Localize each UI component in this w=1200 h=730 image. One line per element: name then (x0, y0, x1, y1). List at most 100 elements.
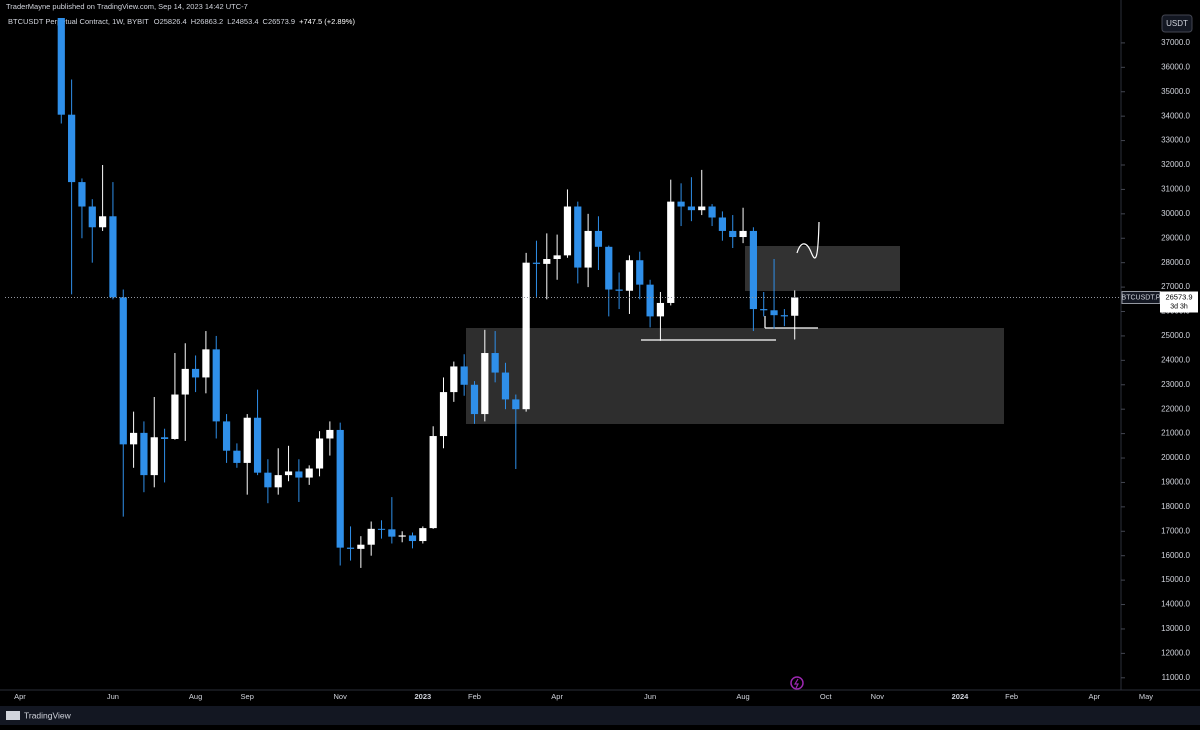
candle-body (388, 529, 396, 537)
candle-body (553, 255, 561, 260)
candle-body (687, 206, 696, 211)
candle-body (791, 297, 799, 316)
y-tick-label: 18000.0 (1161, 502, 1190, 511)
candle-body (181, 368, 189, 395)
x-tick-label: Oct (820, 692, 833, 701)
change: +747.5 (+2.89%) (299, 17, 355, 26)
candle-body (532, 262, 541, 264)
y-tick-label: 15000.0 (1161, 575, 1190, 584)
candle-body (150, 437, 158, 476)
y-tick-label: 36000.0 (1161, 62, 1190, 71)
candle-body (429, 436, 437, 529)
candle-body (160, 437, 169, 439)
path-drawing (796, 221, 820, 259)
candle-body (233, 450, 241, 463)
candle-body (419, 528, 427, 542)
publisher-line: TraderMayne published on TradingView.com… (6, 2, 248, 11)
candle-body (574, 206, 582, 268)
candle-body (88, 206, 96, 228)
y-tick-label: 22000.0 (1161, 404, 1190, 413)
y-tick-label: 12000.0 (1161, 648, 1190, 657)
candle-body (326, 429, 334, 439)
candle-body (615, 289, 623, 291)
y-tick-label: 16000.0 (1161, 551, 1190, 560)
candle-body (470, 384, 479, 415)
candle-body (491, 353, 499, 373)
y-tick-label: 37000.0 (1161, 38, 1190, 47)
candle-body (646, 284, 654, 317)
candle-body (346, 547, 355, 549)
symbol: BTCUSDT Perpetual Contract, 1W, BYBIT (8, 17, 149, 26)
x-tick-label: May (1139, 692, 1153, 701)
x-tick-label: Feb (1005, 692, 1018, 701)
y-tick-label: 13000.0 (1161, 624, 1190, 633)
candle-body (594, 230, 603, 247)
candle-body (284, 471, 293, 476)
x-tick-label: Nov (871, 692, 885, 701)
candle-body (357, 544, 365, 549)
currency-button[interactable] (1161, 14, 1193, 33)
candles (57, 18, 799, 568)
x-tick-label: Nov (334, 692, 348, 701)
y-tick-label: 33000.0 (1161, 136, 1190, 145)
candle-body (677, 201, 685, 207)
price-tag: 26573.9 (1165, 292, 1192, 301)
candle-body (212, 349, 220, 422)
drawings (466, 221, 1004, 424)
candle-body (605, 246, 613, 290)
y-tick-label: 35000.0 (1161, 87, 1190, 96)
candle-body (708, 206, 716, 218)
y-tick-label: 27000.0 (1161, 282, 1190, 291)
candle-body (253, 417, 262, 473)
candle-body (780, 315, 788, 317)
candle-body (68, 114, 76, 183)
x-tick-label: Aug (189, 692, 202, 701)
logo (6, 711, 20, 720)
x-tick-label: 2024 (952, 692, 970, 701)
x-tick-label: Apr (1088, 692, 1100, 701)
y-tick-label: 34000.0 (1161, 111, 1190, 120)
candle-body (656, 302, 665, 317)
candle-body (57, 18, 65, 115)
y-tick-label: 32000.0 (1161, 160, 1190, 169)
candle-body (698, 206, 706, 211)
candle-body (119, 297, 127, 445)
candle-body (760, 309, 768, 311)
candle-body (729, 230, 737, 238)
currency[interactable]: USDT (1166, 19, 1188, 28)
event-icon (793, 678, 799, 689)
candle-body (243, 417, 251, 463)
y-tick-label: 17000.0 (1161, 526, 1190, 535)
candle-body (501, 372, 510, 400)
candle-body (512, 399, 520, 410)
candle-body (140, 432, 148, 476)
candle-body (739, 230, 747, 238)
y-tick-label: 30000.0 (1161, 209, 1190, 218)
ohlc-value: L24853.4 (227, 17, 258, 26)
candle-body (295, 471, 303, 478)
candle-body (99, 216, 107, 228)
candle-body (450, 366, 458, 393)
x-tick-label: Jun (107, 692, 119, 701)
candle-body (222, 421, 231, 451)
x-tick-label: Jun (644, 692, 656, 701)
candle-body (305, 468, 313, 478)
countdown: 3d 3h (1170, 303, 1188, 310)
zone (745, 246, 900, 291)
candle-body (460, 366, 468, 385)
ohlc-value: H26863.2 (191, 17, 224, 26)
candle-body (667, 201, 675, 303)
y-tick-label: 29000.0 (1161, 233, 1190, 242)
price-tag-bg (1160, 291, 1198, 313)
y-tick-label: 28000.0 (1161, 258, 1190, 267)
candle-body (78, 182, 86, 207)
candle-body (749, 230, 757, 310)
candle-body (522, 262, 530, 410)
y-tick-label: 31000.0 (1161, 185, 1190, 194)
candle-body (439, 392, 448, 437)
candle-body (408, 535, 417, 542)
y-tick-label: 25000.0 (1161, 331, 1190, 340)
event-icon[interactable] (790, 676, 804, 690)
